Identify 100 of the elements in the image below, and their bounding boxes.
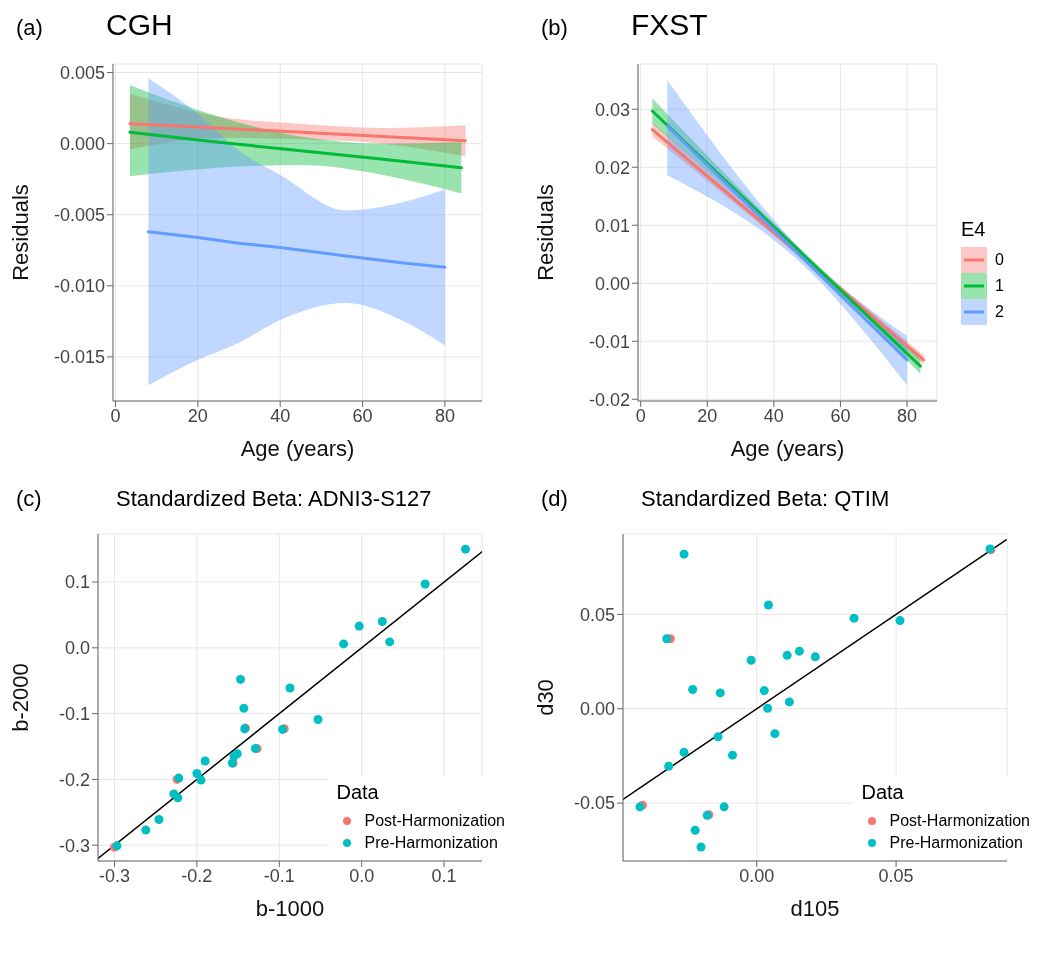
y-tick-label: 0.00	[579, 699, 615, 720]
chart-title: Standardized Beta: ADNI3-S127	[116, 486, 432, 512]
y-axis-title: b-2000	[7, 663, 33, 732]
y-axis-title: Residuals	[532, 184, 558, 281]
y-tick-label: 0.005	[59, 62, 105, 83]
legend-title: Data	[336, 781, 380, 804]
x-tick-label: -0.2	[181, 865, 213, 886]
point	[719, 802, 729, 812]
y-tick-label: 0.02	[594, 157, 630, 178]
point	[385, 637, 395, 647]
x-tick-label: 40	[270, 405, 291, 426]
point	[377, 617, 387, 627]
text: (d)	[541, 486, 568, 511]
x-tick-label: 0.0	[349, 865, 375, 886]
x-tick-label: 20	[187, 405, 208, 426]
chart-title: Standardized Beta: QTIM	[641, 486, 890, 512]
legend-title: E4	[961, 217, 987, 241]
y-tick-label: 0.05	[579, 604, 615, 625]
point	[679, 747, 689, 757]
x-tick-label: 20	[697, 405, 718, 426]
point	[895, 616, 905, 626]
y-tick-label: -0.1	[58, 704, 90, 725]
text: (b)	[541, 15, 568, 40]
legend-label: Pre-Harmonization	[364, 833, 498, 853]
x-tick-label: 0.05	[878, 865, 914, 886]
point	[679, 549, 689, 559]
point	[339, 639, 349, 649]
y-tick-label: 0.03	[594, 99, 630, 120]
x-tick-label: 80	[897, 405, 918, 426]
point	[690, 825, 700, 835]
line-series	[128, 130, 463, 170]
y-tick-label: -0.015	[53, 347, 105, 368]
chart-title: CGH	[106, 8, 173, 42]
point	[763, 600, 773, 610]
point	[782, 650, 792, 660]
y-tick-label: 0.0	[64, 638, 90, 659]
point	[141, 825, 151, 835]
x-tick-label: -0.3	[98, 865, 130, 886]
point	[759, 686, 769, 696]
x-tick-label: 0.00	[739, 865, 775, 886]
x-axis-title: Age (years)	[730, 436, 845, 461]
point	[784, 697, 794, 707]
point	[810, 652, 820, 662]
y-tick-label: -0.3	[58, 835, 90, 856]
point	[696, 842, 706, 852]
legend-label: 0	[995, 249, 1004, 270]
point	[200, 756, 210, 766]
point	[688, 684, 698, 694]
point	[728, 750, 738, 760]
y-tick-label: -0.05	[573, 793, 615, 814]
point	[420, 579, 430, 589]
y-axis-title: d30	[532, 679, 558, 716]
text: (a)	[16, 15, 43, 40]
y-tick-label: 0.1	[64, 572, 90, 593]
y-tick-label: 0.00	[594, 273, 630, 294]
legend-label: Pre-Harmonization	[889, 833, 1023, 853]
x-axis-title: b-1000	[255, 896, 325, 921]
x-tick-label: 80	[434, 405, 455, 426]
point	[236, 674, 246, 684]
y-tick-label: -0.2	[58, 769, 90, 790]
point	[239, 703, 249, 713]
point	[664, 761, 674, 771]
point	[154, 815, 164, 825]
y-tick-label: -0.01	[588, 331, 630, 352]
y-tick-label: -0.02	[588, 389, 630, 410]
text: (c)	[16, 486, 42, 511]
legend-label: 2	[995, 301, 1004, 322]
y-tick-label: 0.01	[594, 215, 630, 236]
point	[849, 613, 859, 623]
point	[770, 729, 780, 739]
point	[713, 732, 723, 742]
point	[794, 646, 804, 656]
legend-label: 1	[995, 275, 1004, 296]
line-series	[146, 230, 447, 269]
legend-label: Post-Harmonization	[889, 811, 1030, 831]
point	[313, 715, 323, 725]
point	[715, 688, 725, 698]
x-tick-label: 0	[110, 405, 121, 426]
point	[461, 544, 471, 554]
chart-title: FXST	[631, 8, 708, 42]
y-tick-label: -0.005	[53, 205, 105, 226]
point	[173, 793, 183, 803]
point	[746, 655, 756, 665]
x-tick-label: 0.1	[431, 865, 457, 886]
line-series	[128, 122, 468, 143]
y-tick-label: -0.010	[53, 276, 105, 297]
point	[196, 775, 206, 785]
point	[354, 621, 364, 631]
legend-title: Data	[861, 781, 905, 804]
x-axis-title: d105	[790, 896, 840, 921]
point	[763, 703, 773, 713]
x-tick-label: 60	[830, 405, 851, 426]
y-axis-title: Residuals	[7, 184, 33, 281]
x-tick-label: 40	[763, 405, 784, 426]
x-tick-label: 60	[352, 405, 373, 426]
x-tick-label: 0	[635, 405, 646, 426]
x-axis-title: Age (years)	[240, 436, 355, 461]
y-tick-label: 0.000	[59, 134, 105, 155]
point	[192, 768, 202, 778]
x-tick-label: -0.1	[263, 865, 295, 886]
